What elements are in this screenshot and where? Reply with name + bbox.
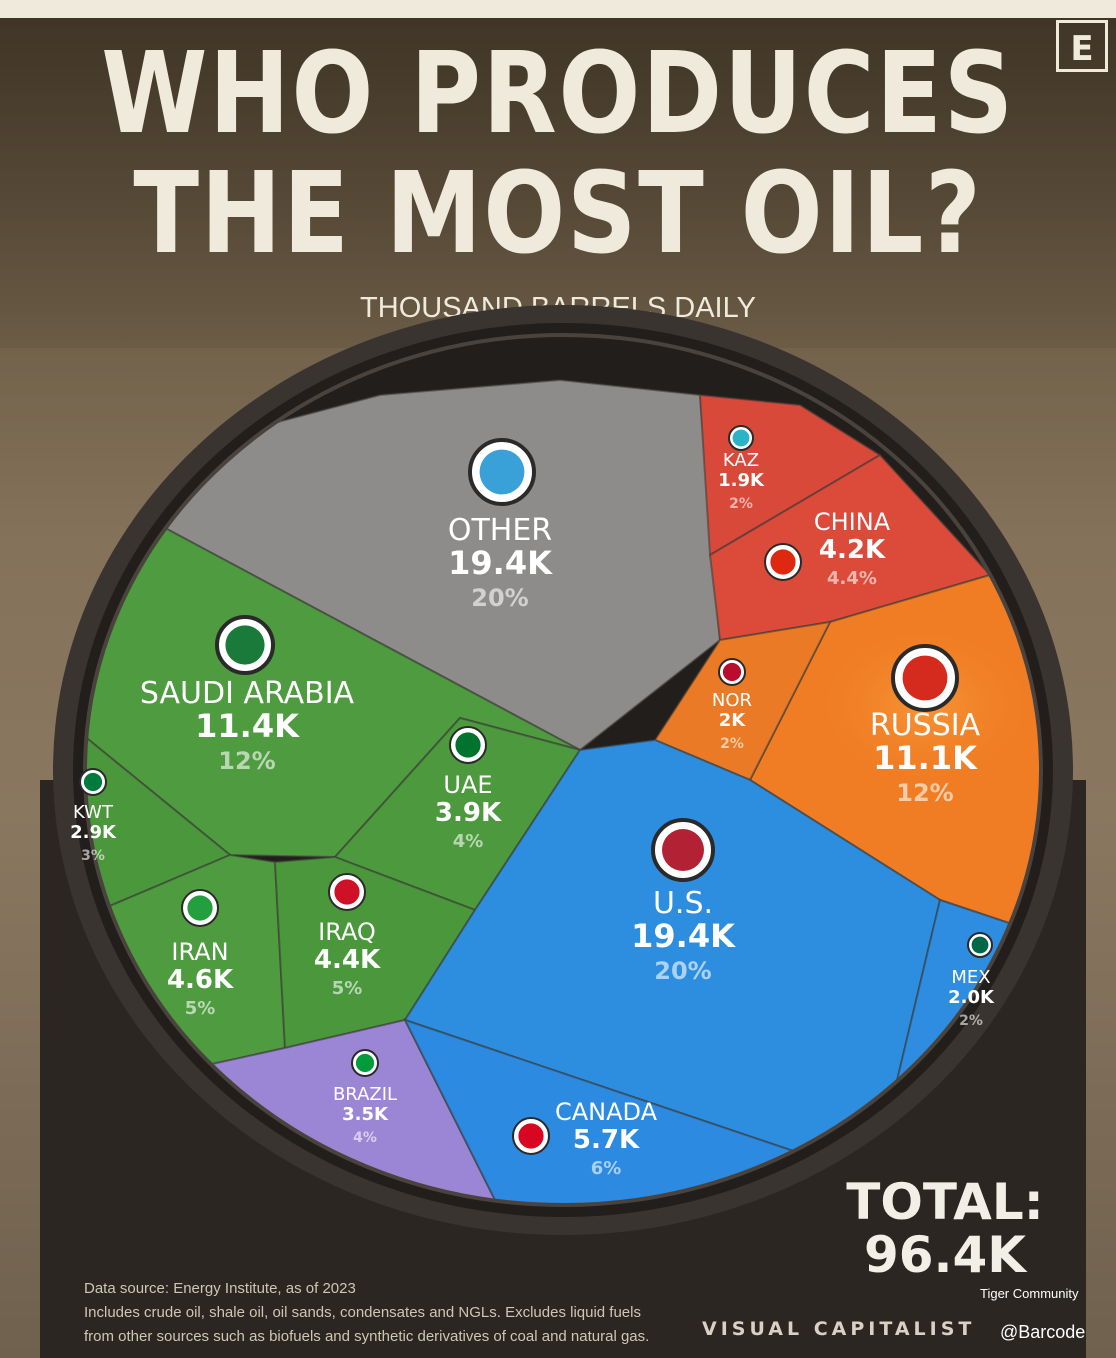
saudi-arabia-value: 11.4K xyxy=(195,707,300,745)
other-value: 19.4K xyxy=(448,544,553,582)
watermark-community: Tiger Community xyxy=(980,1286,1079,1301)
footnote-line-2: from other sources such as biofuels and … xyxy=(84,1328,650,1345)
uae-flag-icon-fill xyxy=(455,732,481,758)
top-band xyxy=(0,0,1116,18)
brazil-value: 3.5K xyxy=(342,1104,389,1125)
brazil-share: 4% xyxy=(353,1130,377,1146)
iran-flag-icon-fill xyxy=(187,895,213,921)
nor-share: 2% xyxy=(720,736,744,752)
other-share: 20% xyxy=(471,584,528,612)
iran-share: 5% xyxy=(185,998,216,1019)
iraq-name: IRAQ xyxy=(318,918,376,946)
total-label: TOTAL: xyxy=(846,1173,1044,1231)
u-s-value: 19.4K xyxy=(631,917,736,955)
kwt-share: 3% xyxy=(81,848,105,864)
brand-name: VISUAL CAPITALIST xyxy=(702,1318,976,1340)
iraq-share: 5% xyxy=(332,978,363,999)
globe-icon-fill xyxy=(479,449,525,495)
barrel-lip-highlight xyxy=(83,333,1043,1207)
saudi-arabia-flag-icon-fill xyxy=(225,625,265,665)
watermark-handle: @Barcode xyxy=(1000,1322,1086,1342)
total-block: TOTAL: 96.4K xyxy=(830,1176,1060,1281)
china-flag-icon-fill xyxy=(770,549,796,575)
kaz-name: KAZ xyxy=(723,450,759,471)
iran-name: IRAN xyxy=(171,938,228,966)
u-s-share: 20% xyxy=(654,957,711,985)
russia-share: 12% xyxy=(896,779,953,807)
saudi-arabia-name: SAUDI ARABIA xyxy=(140,676,355,711)
uae-name: UAE xyxy=(443,771,492,799)
norway-flag-icon-fill xyxy=(722,662,742,682)
nor-value: 2K xyxy=(719,710,747,731)
china-value: 4.2K xyxy=(819,535,886,565)
saudi-arabia-share: 12% xyxy=(218,747,275,775)
other-name: OTHER xyxy=(448,513,552,548)
uae-share: 4% xyxy=(453,831,484,852)
kwt-value: 2.9K xyxy=(70,822,117,843)
canada-flag-icon-fill xyxy=(518,1123,544,1149)
kaz-share: 2% xyxy=(729,496,753,512)
kazakhstan-flag-icon-fill xyxy=(732,429,750,447)
uae-value: 3.9K xyxy=(435,798,502,828)
canada-value: 5.7K xyxy=(573,1125,640,1155)
brazil-name: BRAZIL xyxy=(333,1084,397,1105)
usa-flag-icon-fill xyxy=(662,829,704,871)
publisher-logo: E xyxy=(1056,20,1108,72)
footnote-line-1: Includes crude oil, shale oil, oil sands… xyxy=(84,1304,641,1321)
mex-share: 2% xyxy=(959,1013,983,1029)
canada-share: 6% xyxy=(591,1158,622,1179)
kwt-name: KWT xyxy=(73,802,114,823)
kuwait-flag-icon-fill xyxy=(83,772,103,792)
chart-labels: OTHER19.4K20%KAZ1.9K2%CHINA4.2K4.4%RUSSI… xyxy=(70,425,995,1179)
page-title-line-1: WHO PRODUCES xyxy=(101,29,1015,159)
russia-value: 11.1K xyxy=(873,739,978,777)
kaz-value: 1.9K xyxy=(718,470,765,491)
iraq-value: 4.4K xyxy=(314,945,381,975)
russia-flag-icon-fill xyxy=(902,655,948,701)
russia-name: RUSSIA xyxy=(870,708,981,743)
iraq-flag-icon-fill xyxy=(334,879,360,905)
mexico-flag-icon-fill xyxy=(971,936,989,954)
total-value: 96.4K xyxy=(863,1225,1027,1284)
mex-value: 2.0K xyxy=(948,987,995,1008)
nor-name: NOR xyxy=(712,690,752,711)
mex-name: MEX xyxy=(951,967,990,988)
china-share: 4.4% xyxy=(827,568,877,589)
background-haze xyxy=(0,18,1116,348)
brazil-flag-icon-fill xyxy=(355,1053,375,1073)
iran-value: 4.6K xyxy=(167,965,234,995)
canada-name: CANADA xyxy=(555,1098,658,1126)
china-name: CHINA xyxy=(814,508,891,536)
u-s-name: U.S. xyxy=(653,886,713,921)
page-title-line-2: THE MOST OIL? xyxy=(133,149,983,279)
data-source: Data source: Energy Institute, as of 202… xyxy=(84,1280,356,1297)
